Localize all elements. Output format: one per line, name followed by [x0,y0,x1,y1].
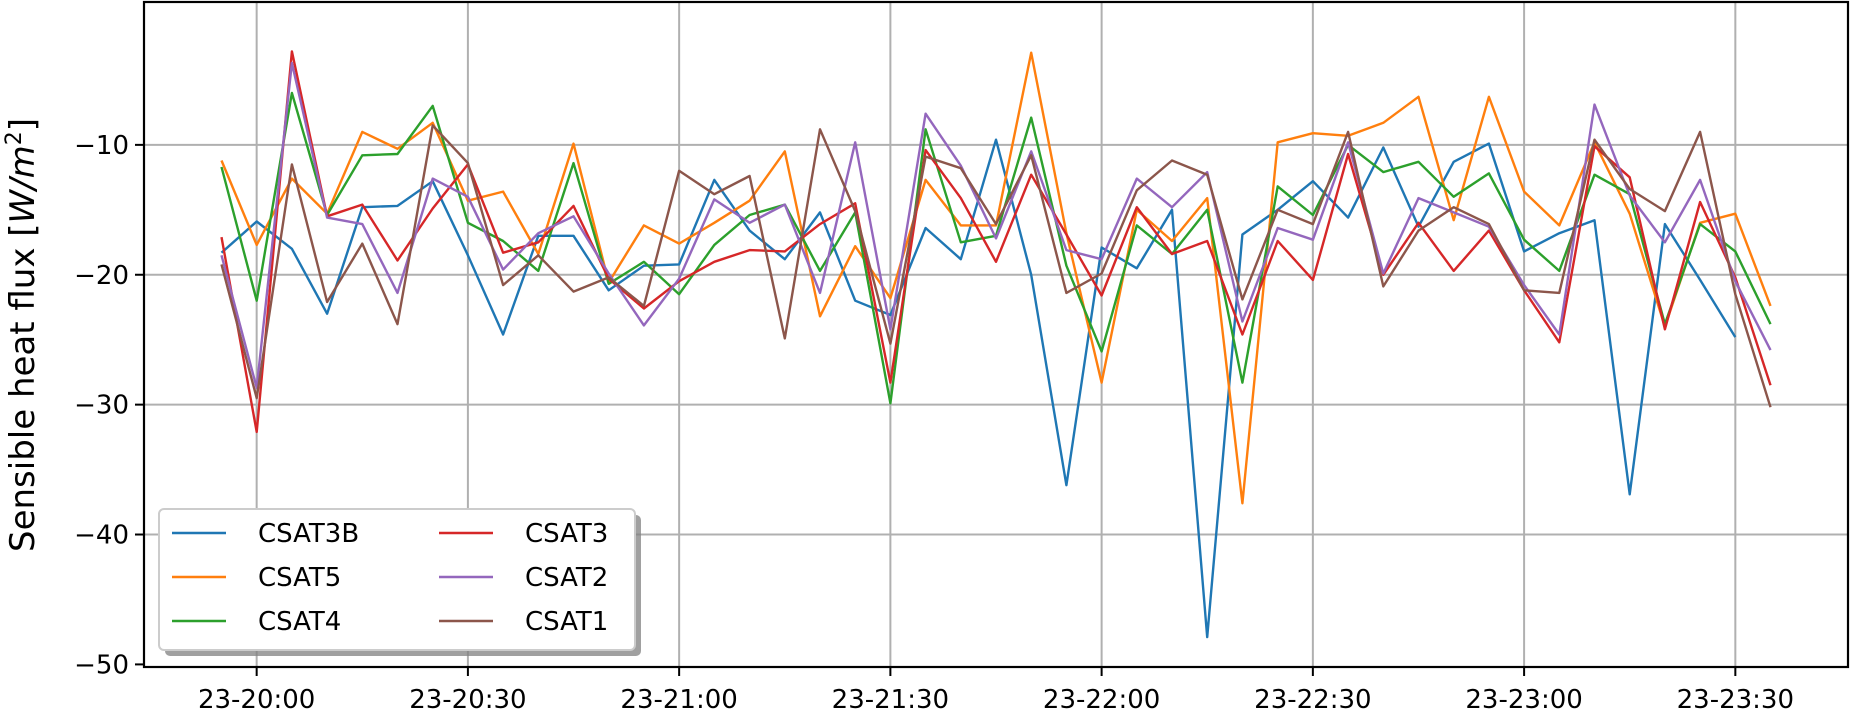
y-axis-label-suffix: ] [3,118,43,131]
y-tick-label: −50 [74,650,129,680]
legend-label-csat3b: CSAT3B [258,519,359,549]
x-tick-label: 23-23:30 [1677,685,1794,710]
y-tick-label: −10 [74,131,129,161]
y-axis-label-prefix: Sensible heat flux [ [3,223,43,552]
series-line-csat3 [220,50,1772,434]
y-tick-label: −40 [74,521,129,551]
legend-label-csat4: CSAT4 [258,607,341,637]
series-line-csat1 [220,124,1772,408]
legend-label-csat5: CSAT5 [258,563,341,593]
axis-ticks: 23-20:00 23-20:30 23-21:00 23-21:30 23-22:00… [74,131,1794,710]
y-tick-label: −20 [74,261,129,291]
legend-box [158,508,636,651]
plot-frame [142,0,1850,669]
x-tick-label: 23-21:00 [620,685,737,710]
x-tick-label: 23-21:30 [832,685,949,710]
y-tick-label: −30 [74,391,129,421]
y-axis-label-exponent: 2 [2,131,27,145]
legend: CSAT3B CSAT5 CSAT4 CSAT3 CSAT2 CSAT1 [158,508,641,656]
legend-label-csat1: CSAT1 [525,607,608,637]
x-tick-label: 23-20:30 [409,685,526,710]
series-line-csat5 [220,51,1772,505]
series-lines [220,50,1772,639]
x-tick-label: 23-20:00 [198,685,315,710]
x-tick-label: 23-23:00 [1465,685,1582,710]
legend-label-csat2: CSAT2 [525,563,608,593]
y-axis-label-unit: W/m [3,145,43,223]
series-line-csat2 [220,61,1772,389]
legend-label-csat3: CSAT3 [525,519,608,549]
x-tick-label: 23-22:00 [1043,685,1160,710]
y-axis-label: Sensible heat flux [W/m2] [2,118,43,552]
x-tick-label: 23-22:30 [1254,685,1371,710]
